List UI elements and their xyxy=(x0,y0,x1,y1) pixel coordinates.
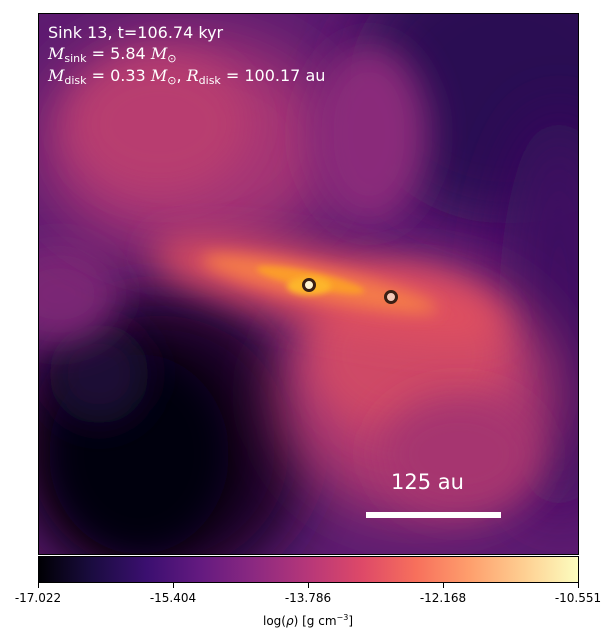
colorbar-label: log(ρ) [g cm−3] xyxy=(263,613,353,628)
sink-particle-secondary xyxy=(384,290,398,304)
colorbar-tick xyxy=(578,583,579,588)
colorbar-tick xyxy=(173,583,174,588)
density-image xyxy=(39,14,578,554)
density-map: Sink 13, t=106.74 kyr Msink = 5.84 M⊙ Md… xyxy=(38,13,579,555)
scale-bar-label: 125 au xyxy=(391,470,464,494)
colorbar-tick xyxy=(38,583,39,588)
colorbar xyxy=(38,556,579,583)
sink-time-label: Sink 13, t=106.74 kyr xyxy=(48,23,224,42)
colorbar-tick-label: -17.022 xyxy=(14,591,62,605)
colorbar-tick-label: -15.404 xyxy=(149,591,197,605)
colorbar-tick-label: -13.786 xyxy=(284,591,332,605)
colorbar-tick xyxy=(308,583,309,588)
colorbar-tick-label: -10.551 xyxy=(554,591,602,605)
disk-properties-label: Mdisk = 0.33 M⊙, Rdisk = 100.17 au xyxy=(48,66,326,87)
sink-mass-label: Msink = 5.84 M⊙ xyxy=(48,44,177,65)
colorbar-tick xyxy=(443,583,444,588)
sink-particle-primary xyxy=(302,278,316,292)
scale-bar xyxy=(366,512,501,518)
colorbar-tick-label: -12.168 xyxy=(419,591,467,605)
